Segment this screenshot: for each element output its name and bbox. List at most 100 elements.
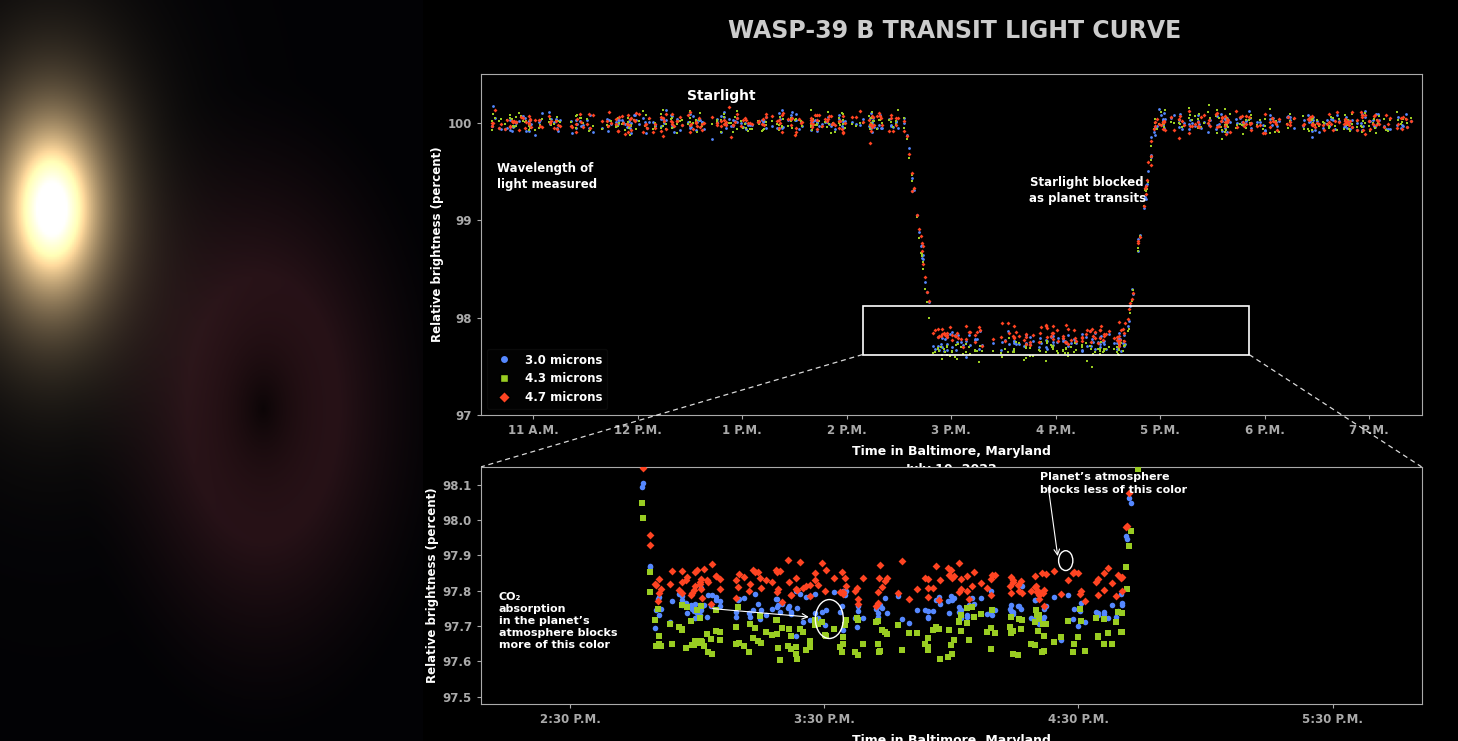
Point: [704, 591, 728, 602]
Point: [885, 116, 908, 128]
Point: [671, 594, 694, 606]
Point: [1239, 118, 1263, 130]
Point: [494, 118, 518, 130]
Point: [767, 107, 790, 119]
Point: [1127, 235, 1150, 247]
Point: [1086, 607, 1110, 619]
Point: [681, 124, 704, 136]
Point: [1063, 603, 1086, 615]
Point: [1028, 594, 1051, 605]
Point: [930, 323, 954, 335]
Point: [1089, 320, 1112, 332]
Point: [824, 119, 847, 131]
Point: [634, 127, 658, 139]
Point: [1321, 124, 1344, 136]
Point: [1015, 352, 1038, 364]
Point: [1318, 120, 1341, 132]
Point: [780, 113, 803, 124]
Point: [866, 616, 889, 628]
Point: [967, 343, 990, 355]
Point: [710, 120, 733, 132]
Point: [967, 356, 990, 368]
Point: [674, 642, 697, 654]
Point: [617, 109, 640, 121]
Point: [1219, 108, 1242, 120]
Point: [519, 119, 542, 130]
Point: [849, 117, 872, 129]
Point: [787, 123, 811, 135]
Point: [816, 107, 840, 119]
Point: [754, 610, 777, 622]
Point: [1209, 121, 1232, 133]
Point: [866, 122, 889, 134]
Point: [1301, 118, 1324, 130]
Point: [1385, 119, 1408, 130]
Point: [814, 630, 837, 642]
Point: [885, 115, 908, 127]
Point: [599, 118, 623, 130]
Point: [780, 119, 803, 131]
Point: [1260, 113, 1283, 124]
Point: [1112, 340, 1136, 352]
Point: [937, 562, 961, 574]
Point: [980, 573, 1003, 585]
Point: [860, 121, 884, 133]
Point: [688, 579, 712, 591]
Point: [1239, 109, 1263, 121]
Point: [1079, 325, 1102, 337]
Point: [1376, 124, 1400, 136]
Point: [958, 339, 981, 351]
Point: [481, 108, 504, 120]
Point: [617, 327, 640, 339]
Point: [1110, 337, 1133, 349]
Point: [519, 121, 542, 133]
Point: [1306, 117, 1330, 129]
Point: [652, 104, 675, 116]
Point: [620, 112, 643, 124]
Point: [891, 555, 914, 567]
Point: [678, 122, 701, 134]
Point: [528, 114, 551, 126]
Point: [827, 113, 850, 125]
Point: [811, 118, 834, 130]
Point: [1015, 339, 1038, 350]
Point: [639, 560, 662, 572]
Text: Planet’s atmosphere
blocks less of this color: Planet’s atmosphere blocks less of this …: [1041, 472, 1187, 494]
Point: [1057, 348, 1080, 359]
Point: [1162, 109, 1185, 121]
Point: [1029, 336, 1053, 348]
Point: [892, 116, 916, 127]
Point: [752, 116, 776, 127]
Point: [868, 646, 891, 658]
Point: [749, 582, 773, 594]
Point: [1094, 343, 1117, 355]
Point: [1053, 336, 1076, 348]
Point: [1026, 613, 1050, 625]
Point: [866, 110, 889, 122]
Point: [596, 119, 620, 131]
Point: [1105, 336, 1128, 348]
Point: [847, 614, 870, 626]
Point: [1024, 594, 1047, 606]
Point: [1139, 140, 1162, 152]
Point: [1028, 332, 1051, 344]
Point: [502, 120, 525, 132]
Point: [617, 116, 640, 127]
Point: [846, 621, 869, 633]
Point: [1158, 62, 1181, 73]
Point: [709, 573, 732, 585]
Point: [1092, 328, 1115, 340]
Point: [1213, 119, 1236, 131]
Point: [1353, 117, 1376, 129]
Point: [611, 116, 634, 128]
Point: [709, 116, 732, 127]
Point: [1325, 124, 1349, 136]
Point: [704, 594, 728, 605]
Point: [1303, 121, 1327, 133]
Point: [935, 331, 958, 343]
Point: [1324, 123, 1347, 135]
Point: [1306, 115, 1330, 127]
Point: [1182, 110, 1206, 122]
Point: [706, 116, 729, 128]
Point: [1292, 113, 1315, 125]
